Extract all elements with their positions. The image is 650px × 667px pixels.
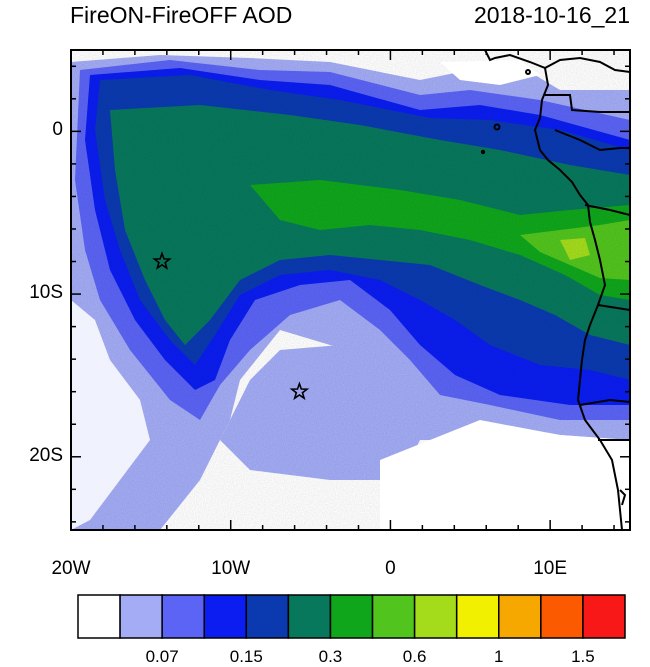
star-marker-icon xyxy=(152,251,172,270)
colorbar-swatch xyxy=(287,594,332,639)
markers xyxy=(152,251,310,401)
colorbar-swatch xyxy=(540,594,584,639)
colorbar-label: 1 xyxy=(494,647,504,666)
colorbar-swatch xyxy=(77,594,121,639)
colorbar-swatch xyxy=(371,594,416,639)
colorbar-swatch xyxy=(161,594,205,639)
coastline xyxy=(480,50,630,530)
colorbar-label: 0.15 xyxy=(229,647,263,666)
colorbar-swatch xyxy=(582,594,626,639)
lat-tick-label: 0 xyxy=(52,119,63,141)
colorbar-swatch xyxy=(498,594,542,639)
colorbar xyxy=(77,594,626,639)
colorbar-swatch xyxy=(455,594,500,639)
colorbar-label: 1.5 xyxy=(571,647,595,666)
colorbar-swatch xyxy=(119,594,163,639)
colorbar-label: 0.3 xyxy=(318,647,343,666)
colorbar-swatch xyxy=(329,594,374,639)
aod-gap-south xyxy=(380,420,630,530)
timestamp: 2018-10-16_21 xyxy=(473,2,630,28)
aod-gap-north xyxy=(440,60,540,85)
colorbar-swatch xyxy=(245,594,290,639)
aod-field xyxy=(71,50,630,530)
colorbar-label: 0.6 xyxy=(402,647,427,666)
aod-gap-southwest xyxy=(71,300,150,530)
colorbar-swatch xyxy=(203,594,248,639)
map-title: FireON-FireOFF AOD xyxy=(70,2,293,28)
colorbar-swatch xyxy=(413,594,458,639)
lat-tick-label: 10S xyxy=(29,282,63,304)
lon-tick-label: 10W xyxy=(211,558,251,579)
lon-tick-label: 0 xyxy=(385,558,396,579)
tick-marks xyxy=(70,50,630,530)
lon-tick-label: 20W xyxy=(51,558,91,579)
lon-tick-label: 10E xyxy=(533,558,568,579)
lat-tick-label: 20S xyxy=(29,444,63,466)
plot-frame xyxy=(70,49,631,531)
star-marker-icon xyxy=(289,381,310,401)
colorbar-label: 0.07 xyxy=(145,647,179,666)
